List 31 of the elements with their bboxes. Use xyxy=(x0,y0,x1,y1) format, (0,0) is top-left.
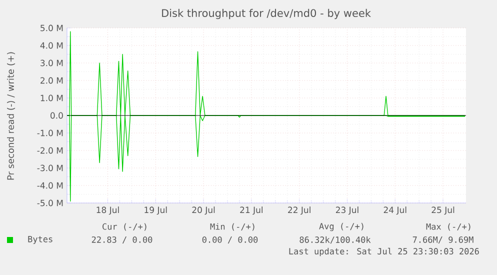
x-tick-label: 22 Jul xyxy=(288,206,310,215)
text: Min (-/+) xyxy=(210,223,254,231)
y-tick-label: -1.0 M xyxy=(37,130,63,136)
y-tick-label: 2.0 M xyxy=(40,77,63,84)
text: Cur (-/+) xyxy=(102,223,146,231)
y-tick-label: 0.0 xyxy=(50,112,63,119)
text: Max (-/+) xyxy=(426,223,470,231)
text: 22.83 / 0.00 xyxy=(92,236,152,244)
text: Last update: Sat Jul 25 23:30:03 2026 xyxy=(289,248,479,256)
y-tick-label: 5.0 M xyxy=(40,24,63,32)
x-tick-label: 19 Jul xyxy=(144,206,167,215)
y-tick-label: 4.0 M xyxy=(40,42,63,49)
text: 7.66M/ 9.69M xyxy=(412,236,474,244)
y-tick-label: -2.0 M xyxy=(37,147,63,154)
y-tick-label: -5.0 M xyxy=(37,200,63,206)
x-tick-label: 18 Jul xyxy=(96,206,119,215)
legend-label: Bytes xyxy=(28,236,52,244)
x-tick-label: 20 Jul xyxy=(192,206,215,215)
y-tick-label: -4.0 M xyxy=(37,182,63,189)
text: 0.00 / 0.00 xyxy=(202,236,258,244)
x-tick-label: 21 Jul xyxy=(240,206,263,215)
text: Avg (-/+) xyxy=(319,222,364,232)
y-tick-label: -3.0 M xyxy=(37,164,63,172)
x-tick-label: 23 Jul xyxy=(336,206,358,215)
y-tick-label: 3.0 M xyxy=(40,60,63,66)
text: 86.32k/100.40k xyxy=(300,236,371,244)
x-tick-label: 24 Jul xyxy=(384,206,406,215)
x-tick-label: 25 Jul xyxy=(432,206,454,215)
y-axis-title: Pr second read (-) / write (+) xyxy=(7,52,16,180)
y-tick-label: 1.0 M xyxy=(40,94,63,102)
chart-title: Disk throughput for /dev/md0 - by week xyxy=(162,8,371,20)
